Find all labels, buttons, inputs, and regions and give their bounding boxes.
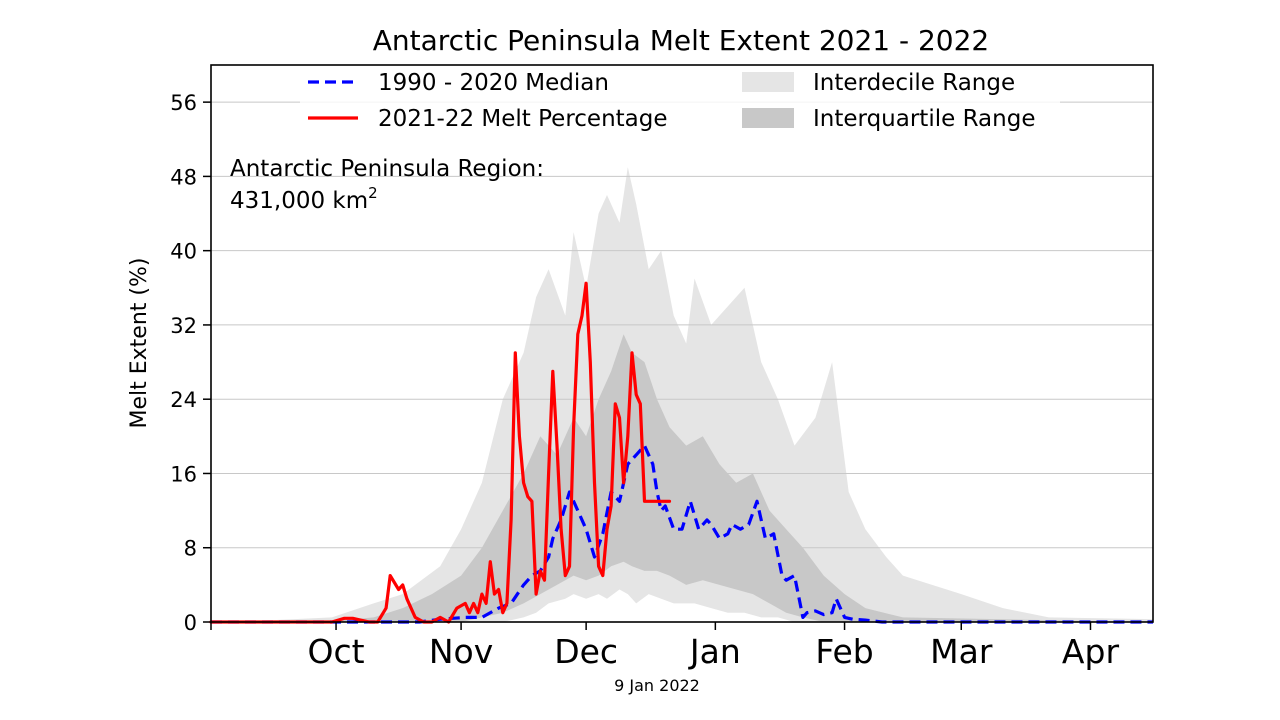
x-axis-ticks: Oct Nov Dec Jan Feb Mar Apr — [210, 622, 1120, 671]
x-tick-label-mar: Mar — [930, 632, 993, 671]
x-tick-label-feb: Feb — [815, 632, 873, 671]
interquartile-band — [211, 334, 1153, 622]
annotation-area-exponent: 2 — [368, 184, 378, 202]
legend: 1990 - 2020 Median 2021-22 Melt Percenta… — [300, 68, 1060, 136]
plot-area — [209, 64, 1154, 624]
y-axis-label: Melt Extent (%) — [127, 258, 152, 429]
range-bands — [211, 167, 1153, 622]
y-tick-label-8: 8 — [184, 537, 197, 561]
region-annotation: Antarctic Peninsula Region: 431,000 km2 — [230, 156, 544, 214]
interdecile-band — [211, 167, 1153, 622]
annotation-area-value: 431,000 km — [230, 188, 368, 214]
x-tick-label-apr: Apr — [1062, 632, 1120, 671]
legend-box — [300, 68, 1060, 136]
legend-label-interdecile: Interdecile Range — [813, 70, 1015, 96]
plot-frame — [210, 64, 1154, 623]
y-tick-label-24: 24 — [170, 388, 197, 412]
x-tick-label-jan: Jan — [688, 632, 741, 671]
annotation-line-2: 431,000 km2 — [230, 184, 378, 214]
footer-date: 9 Jan 2022 — [614, 676, 700, 695]
chart-title: Antarctic Peninsula Melt Extent 2021 - 2… — [373, 24, 990, 57]
x-tick-label-oct: Oct — [308, 632, 365, 671]
x-tick-label-dec: Dec — [554, 632, 618, 671]
legend-swatch-interdecile — [742, 72, 794, 92]
legend-swatch-interquartile — [742, 108, 794, 128]
y-tick-label-16: 16 — [170, 462, 197, 486]
legend-label-melt: 2021-22 Melt Percentage — [378, 106, 668, 132]
y-axis-ticks: 0 8 16 24 32 40 48 56 — [170, 91, 211, 635]
y-tick-label-32: 32 — [170, 314, 197, 338]
legend-label-median: 1990 - 2020 Median — [378, 70, 609, 96]
annotation-line-1: Antarctic Peninsula Region: — [230, 156, 544, 182]
melt-percentage-line — [209, 281, 672, 624]
y-tick-label-0: 0 — [184, 611, 197, 635]
x-tick-label-nov: Nov — [429, 632, 493, 671]
y-tick-label-56: 56 — [170, 91, 197, 115]
y-tick-label-48: 48 — [170, 165, 197, 189]
legend-label-interquartile: Interquartile Range — [813, 106, 1035, 132]
series-lines — [209, 281, 1153, 624]
y-tick-label-40: 40 — [170, 240, 197, 264]
